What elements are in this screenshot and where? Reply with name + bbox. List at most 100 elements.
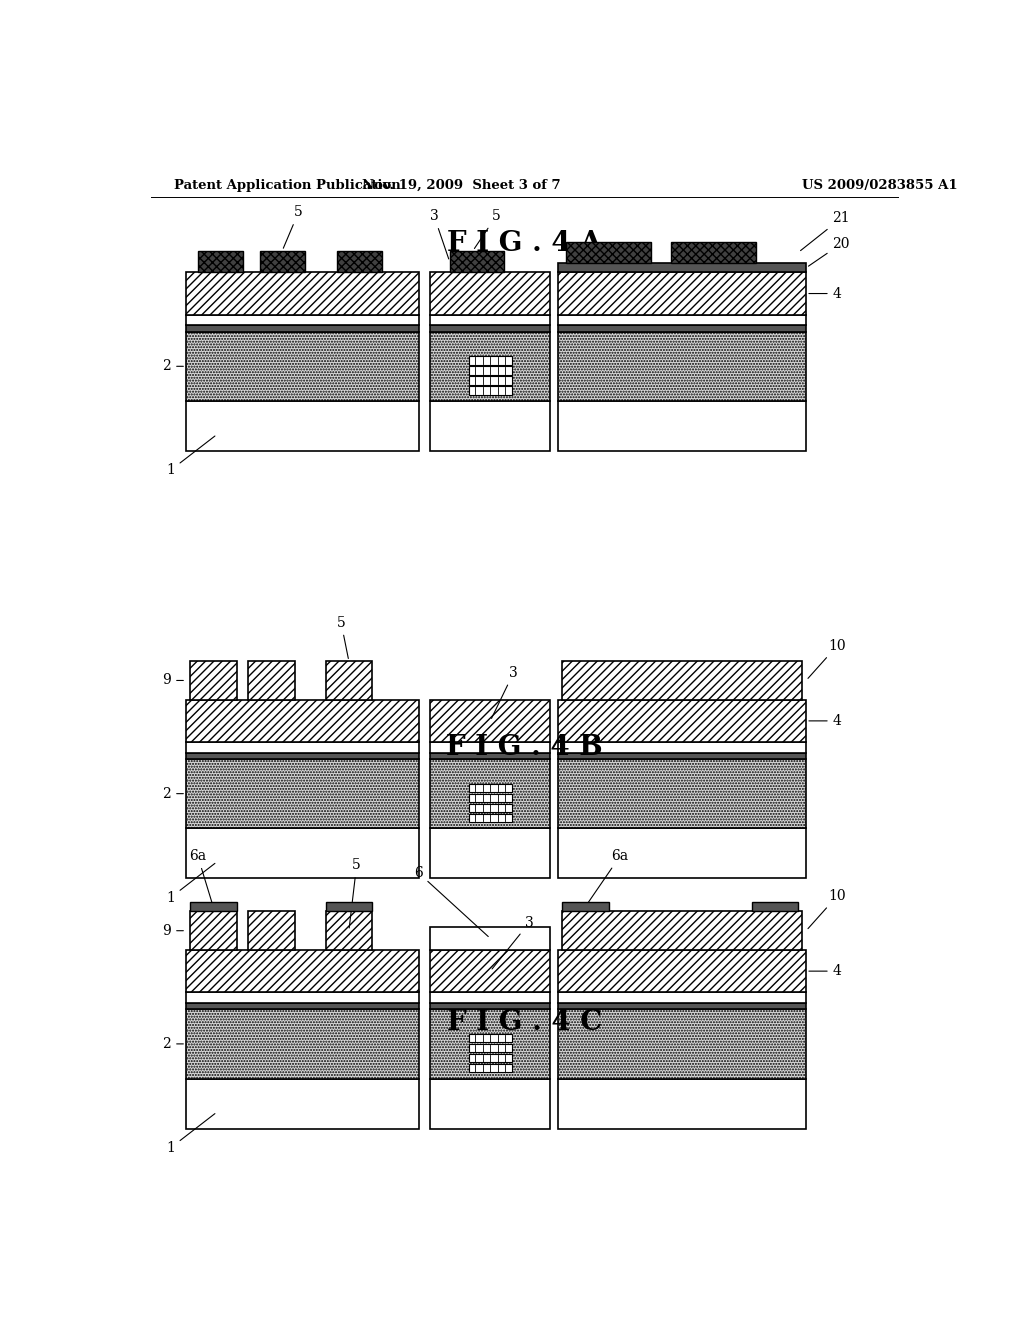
Bar [186,272,419,314]
Bar [558,950,806,993]
Bar [469,1064,512,1072]
Bar [430,829,550,878]
Bar [186,993,419,1003]
Bar [430,272,550,314]
Bar [186,829,419,878]
Bar [469,1053,512,1063]
Text: 2: 2 [163,1038,183,1051]
Bar [190,903,237,911]
Text: 3: 3 [492,665,518,718]
Bar [186,1078,419,1129]
Bar [558,742,806,752]
Bar [186,326,419,331]
Bar [558,1003,806,1010]
Text: 5: 5 [349,858,361,928]
Text: 21: 21 [801,211,850,251]
Bar [190,911,237,950]
Text: 1: 1 [166,863,215,904]
Text: F I G . 4 C: F I G . 4 C [447,1008,602,1036]
Text: 6: 6 [415,866,488,936]
Text: 20: 20 [808,236,850,267]
Bar [562,903,608,911]
Text: 10: 10 [808,639,846,678]
Bar [186,742,419,752]
Text: 1: 1 [166,436,215,478]
Bar [186,950,419,993]
Bar [558,326,806,331]
Text: 9: 9 [163,924,183,937]
Bar [430,1003,550,1010]
Bar [558,993,806,1003]
Text: 2: 2 [163,359,183,374]
Bar [558,263,806,272]
Bar [558,759,806,829]
Bar [186,759,419,829]
Bar [469,356,512,364]
Text: 3: 3 [493,916,534,969]
Bar [469,367,512,375]
Text: 2: 2 [163,787,183,801]
Bar [671,242,756,263]
Bar [186,752,419,759]
Bar [430,950,550,993]
Bar [558,314,806,326]
Bar [326,911,372,950]
Text: 5: 5 [284,206,303,248]
Bar [248,911,295,950]
Bar [430,314,550,326]
Text: 4: 4 [809,286,842,301]
Bar [469,1034,512,1043]
Bar [186,1010,419,1078]
Bar [469,1044,512,1052]
Bar [469,793,512,803]
Bar [558,829,806,878]
Text: Nov. 19, 2009  Sheet 3 of 7: Nov. 19, 2009 Sheet 3 of 7 [361,178,560,191]
Bar [186,1003,419,1010]
Bar [558,1010,806,1078]
Bar [248,661,295,700]
Bar [558,331,806,401]
Bar [558,752,806,759]
Bar [430,326,550,331]
Bar [558,700,806,742]
Text: 4: 4 [809,714,842,727]
Bar [186,314,419,326]
Bar [558,1078,806,1129]
Bar [430,700,550,742]
Bar [562,911,802,950]
Text: 4: 4 [809,964,842,978]
Bar [558,272,806,314]
Bar [260,251,305,272]
Bar [430,1010,550,1078]
Text: 10: 10 [808,890,846,929]
Bar [430,1078,550,1129]
Text: 6a: 6a [587,849,629,904]
Bar [326,661,372,700]
Text: 6a: 6a [189,849,212,904]
Bar [430,927,550,950]
Bar [469,804,512,812]
Bar [337,251,382,272]
Bar [430,759,550,829]
Text: 5: 5 [474,209,501,248]
Text: F I G . 4 B: F I G . 4 B [446,734,603,760]
Bar [752,903,799,911]
Bar [198,251,243,272]
Bar [326,903,372,911]
Bar [430,331,550,401]
Text: 9: 9 [163,673,183,688]
Bar [469,387,512,395]
Bar [186,401,419,451]
Bar [469,784,512,792]
Bar [562,661,802,700]
Bar [186,700,419,742]
Bar [469,813,512,822]
Text: 3: 3 [430,209,449,259]
Text: 1: 1 [166,1114,215,1155]
Bar [558,401,806,451]
Bar [430,401,550,451]
Bar [430,752,550,759]
Bar [190,661,237,700]
Text: US 2009/0283855 A1: US 2009/0283855 A1 [802,178,957,191]
Text: Patent Application Publication: Patent Application Publication [174,178,401,191]
